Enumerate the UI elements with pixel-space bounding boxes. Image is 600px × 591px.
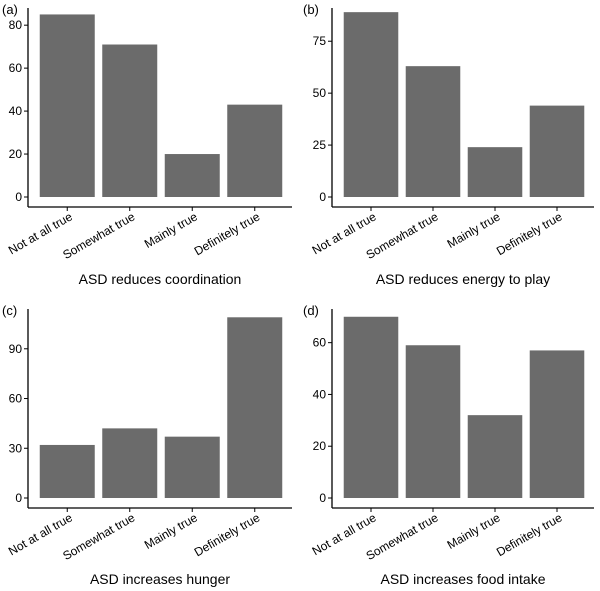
- y-tick-label: 60: [313, 336, 327, 350]
- bar: [39, 14, 95, 198]
- y-tick-label: 50: [313, 86, 327, 100]
- y-tick-label: 20: [9, 147, 23, 161]
- bar: [164, 436, 220, 498]
- x-tick-label: Definitely true: [192, 510, 263, 559]
- y-tick-label: 0: [15, 491, 22, 505]
- panel-tag: (b): [303, 2, 319, 17]
- panel-tag: (d): [303, 303, 319, 318]
- x-tick-label: Mainly true: [445, 510, 503, 552]
- x-tick-label: Mainly true: [142, 510, 200, 552]
- y-tick-label: 40: [9, 104, 23, 118]
- y-tick-label: 25: [313, 138, 327, 152]
- bar: [343, 316, 399, 498]
- bar: [529, 105, 585, 197]
- y-tick-label: 80: [9, 18, 23, 32]
- y-tick-label: 0: [15, 190, 22, 204]
- bar: [227, 317, 283, 498]
- x-axis-title: ASD reduces energy to play: [376, 271, 550, 287]
- bar: [529, 350, 585, 498]
- x-tick-label: Mainly true: [445, 209, 503, 251]
- panel-tag: (c): [2, 303, 17, 318]
- bar: [343, 12, 399, 198]
- bar: [227, 104, 283, 197]
- y-tick-label: 90: [9, 342, 23, 356]
- x-tick-label: Definitely true: [494, 209, 565, 258]
- bar: [405, 66, 461, 198]
- bar: [102, 428, 158, 498]
- x-tick-label: Definitely true: [494, 510, 565, 559]
- x-axis-title: ASD increases hunger: [90, 571, 230, 587]
- x-axis-title: ASD reduces coordination: [79, 271, 242, 287]
- y-tick-label: 75: [313, 34, 327, 48]
- bar: [405, 345, 461, 498]
- x-tick-label: Definitely true: [192, 209, 263, 258]
- y-tick-label: 40: [313, 387, 327, 401]
- y-tick-label: 0: [319, 190, 326, 204]
- x-axis-title: ASD increases food intake: [381, 571, 546, 587]
- x-tick-label: Mainly true: [142, 209, 200, 251]
- bar: [39, 444, 95, 498]
- panel-tag: (a): [2, 2, 18, 17]
- y-tick-label: 20: [313, 439, 327, 453]
- y-tick-label: 0: [319, 491, 326, 505]
- y-tick-label: 60: [9, 61, 23, 75]
- y-tick-label: 30: [9, 441, 23, 455]
- y-tick-label: 60: [9, 392, 23, 406]
- bar: [102, 44, 158, 197]
- bar: [467, 415, 523, 498]
- bar: [467, 147, 523, 197]
- bar: [164, 154, 220, 197]
